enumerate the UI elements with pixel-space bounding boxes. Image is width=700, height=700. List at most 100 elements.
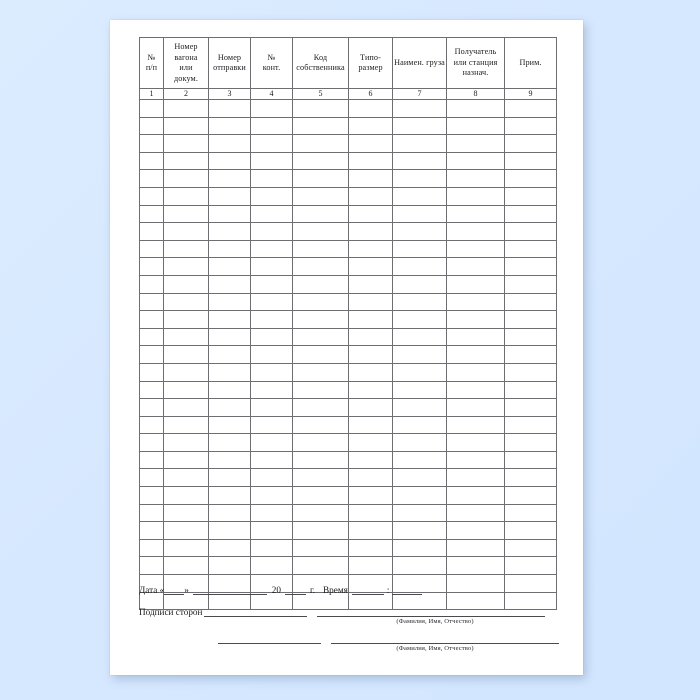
table-cell[interactable]	[348, 310, 393, 329]
table-cell[interactable]	[504, 521, 557, 540]
table-cell[interactable]	[446, 380, 505, 400]
table-cell[interactable]	[348, 134, 393, 153]
table-cell[interactable]	[348, 556, 393, 576]
table-row[interactable]	[139, 362, 557, 382]
time-hours-input[interactable]	[351, 585, 384, 595]
table-cell[interactable]	[250, 327, 293, 347]
table-cell[interactable]	[292, 521, 349, 540]
table-cell[interactable]	[348, 274, 393, 294]
table-cell[interactable]	[208, 521, 251, 540]
table-cell[interactable]	[392, 257, 447, 276]
table-cell[interactable]	[139, 239, 164, 259]
table-cell[interactable]	[250, 292, 293, 312]
table-cell[interactable]	[250, 99, 293, 118]
table-cell[interactable]	[446, 398, 505, 417]
table-cell[interactable]	[446, 521, 505, 540]
table-row[interactable]	[139, 151, 557, 171]
month-input[interactable]	[192, 585, 267, 595]
table-row[interactable]	[139, 134, 557, 153]
table-row[interactable]	[139, 292, 557, 312]
table-cell[interactable]	[163, 556, 209, 576]
table-cell[interactable]	[163, 415, 209, 435]
table-cell[interactable]	[208, 204, 251, 224]
table-cell[interactable]	[139, 222, 164, 241]
table-cell[interactable]	[139, 415, 164, 435]
table-cell[interactable]	[504, 222, 557, 241]
table-cell[interactable]	[446, 503, 505, 523]
table-cell[interactable]	[504, 380, 557, 400]
table-cell[interactable]	[504, 433, 557, 452]
table-cell[interactable]	[292, 433, 349, 452]
table-row[interactable]	[139, 345, 557, 364]
table-cell[interactable]	[348, 486, 393, 505]
table-cell[interactable]	[292, 538, 349, 558]
table-cell[interactable]	[446, 345, 505, 364]
table-cell[interactable]	[392, 204, 447, 224]
table-cell[interactable]	[139, 450, 164, 470]
table-cell[interactable]	[163, 345, 209, 364]
table-cell[interactable]	[392, 186, 447, 206]
table-cell[interactable]	[446, 362, 505, 382]
table-cell[interactable]	[208, 450, 251, 470]
table-row[interactable]	[139, 574, 557, 593]
table-cell[interactable]	[139, 362, 164, 382]
table-cell[interactable]	[208, 292, 251, 312]
table-cell[interactable]	[504, 538, 557, 558]
table-cell[interactable]	[250, 310, 293, 329]
table-cell[interactable]	[504, 169, 557, 188]
table-cell[interactable]	[208, 116, 251, 136]
table-cell[interactable]	[250, 134, 293, 153]
table-cell[interactable]	[139, 556, 164, 576]
table-cell[interactable]	[208, 503, 251, 523]
table-cell[interactable]	[208, 274, 251, 294]
table-cell[interactable]	[504, 151, 557, 171]
table-cell[interactable]	[446, 186, 505, 206]
table-cell[interactable]	[292, 274, 349, 294]
table-cell[interactable]	[250, 380, 293, 400]
table-cell[interactable]	[163, 362, 209, 382]
table-cell[interactable]	[208, 327, 251, 347]
table-row[interactable]	[139, 310, 557, 329]
table-cell[interactable]	[250, 503, 293, 523]
table-cell[interactable]	[504, 116, 557, 136]
table-cell[interactable]	[504, 292, 557, 312]
table-cell[interactable]	[208, 398, 251, 417]
table-cell[interactable]	[139, 538, 164, 558]
table-cell[interactable]	[446, 450, 505, 470]
table-cell[interactable]	[250, 151, 293, 171]
table-cell[interactable]	[348, 538, 393, 558]
table-cell[interactable]	[250, 486, 293, 505]
table-cell[interactable]	[392, 274, 447, 294]
table-cell[interactable]	[292, 169, 349, 188]
table-cell[interactable]	[250, 521, 293, 540]
table-cell[interactable]	[250, 257, 293, 276]
signature-input-2[interactable]	[218, 634, 321, 644]
table-cell[interactable]	[208, 134, 251, 153]
table-row[interactable]	[139, 591, 557, 611]
table-row[interactable]	[139, 468, 557, 488]
table-cell[interactable]	[292, 380, 349, 400]
table-cell[interactable]	[446, 433, 505, 452]
table-row[interactable]	[139, 486, 557, 505]
table-cell[interactable]	[348, 222, 393, 241]
table-cell[interactable]	[163, 99, 209, 118]
table-cell[interactable]	[446, 257, 505, 276]
table-cell[interactable]	[504, 327, 557, 347]
table-cell[interactable]	[348, 116, 393, 136]
table-cell[interactable]	[348, 380, 393, 400]
table-row[interactable]	[139, 380, 557, 400]
table-cell[interactable]	[504, 398, 557, 417]
table-cell[interactable]	[163, 169, 209, 188]
table-cell[interactable]	[139, 186, 164, 206]
table-cell[interactable]	[348, 468, 393, 488]
table-cell[interactable]	[139, 468, 164, 488]
table-cell[interactable]	[208, 151, 251, 171]
time-minutes-input[interactable]	[392, 585, 423, 595]
table-cell[interactable]	[292, 222, 349, 241]
day-input[interactable]	[164, 585, 185, 595]
table-cell[interactable]	[446, 292, 505, 312]
table-cell[interactable]	[446, 222, 505, 241]
table-cell[interactable]	[163, 310, 209, 329]
table-cell[interactable]	[446, 151, 505, 171]
table-cell[interactable]	[392, 380, 447, 400]
